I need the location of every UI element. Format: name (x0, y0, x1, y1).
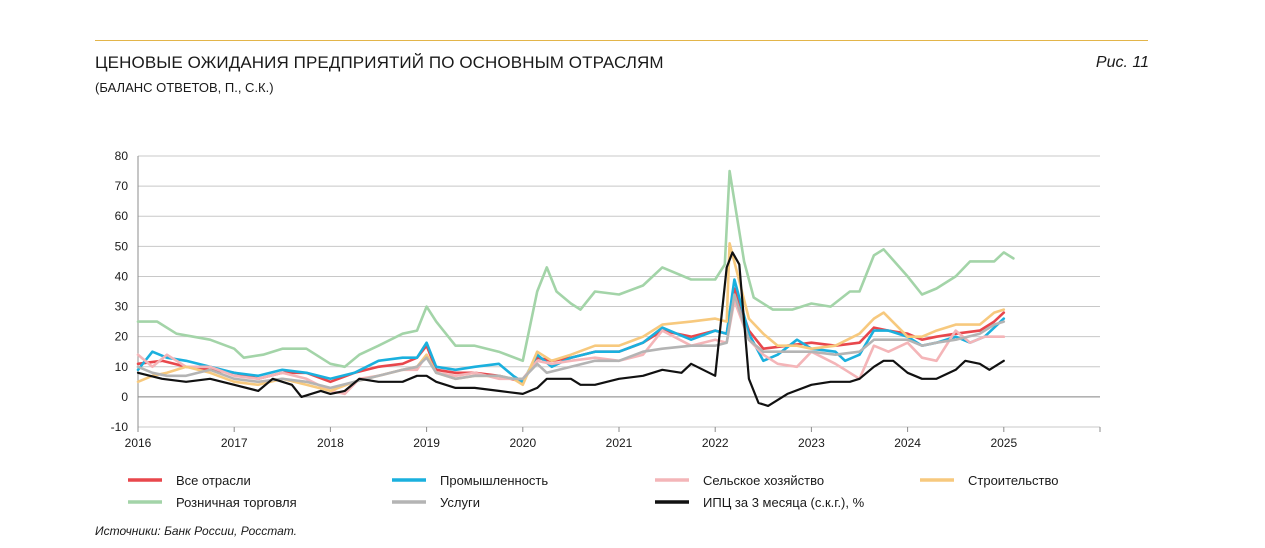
legend-label: Промышленность (440, 473, 548, 488)
chart-grid (137, 155, 1101, 432)
x-tick-label: 2019 (413, 436, 440, 450)
axis-labels: -10 0 10 20 30 40 50 60 70 80 2016 2017 2018 2019 2020… (111, 149, 1018, 450)
series-line-6 (136, 293, 1006, 390)
series-line-5 (136, 169, 1015, 369)
chart-title: ЦЕНОВЫЕ ОЖИДАНИЯ ПРЕДПРИЯТИЙ ПО ОСНОВНЫМ… (95, 53, 664, 72)
x-tick-label: 2025 (990, 436, 1017, 450)
series-line-7 (136, 251, 1005, 407)
y-tick-label: 60 (115, 209, 129, 223)
series-line-4 (136, 242, 1006, 393)
y-tick-label: 50 (115, 239, 129, 253)
y-tick-label: 0 (121, 390, 128, 404)
chart-subtitle: (БАЛАНС ОТВЕТОВ, П., С.К.) (95, 80, 274, 95)
series-line-3 (136, 299, 1006, 396)
x-tick-label: 2018 (317, 436, 344, 450)
x-tick-label: 2023 (798, 436, 825, 450)
top-rule (95, 40, 1148, 41)
source-note: Источники: Банк России, Росстат. (95, 524, 297, 538)
legend-label: Сельское хозяйство (703, 473, 824, 488)
y-tick-label: 80 (115, 149, 129, 163)
legend-label: Розничная торговля (176, 495, 297, 510)
x-tick-label: 2016 (125, 436, 152, 450)
series-line-2 (136, 278, 1006, 384)
series-lines (136, 169, 1015, 407)
legend-label: Все отрасли (176, 473, 251, 488)
y-tick-label: 20 (115, 330, 129, 344)
figure-label: Рис. 11 (1095, 54, 1149, 71)
x-tick-label: 2024 (894, 436, 921, 450)
x-tick-label: 2017 (221, 436, 248, 450)
legend-label: ИПЦ за 3 месяца (с.к.г.), % (703, 495, 865, 510)
y-tick-label: 70 (115, 179, 129, 193)
y-tick-label: -10 (111, 420, 129, 434)
legend-label: Услуги (440, 495, 480, 510)
x-tick-label: 2020 (509, 436, 536, 450)
x-tick-label: 2021 (606, 436, 633, 450)
y-tick-label: 40 (115, 269, 129, 283)
chart-legend: Все отрасли Промышленность Сельское хозяйс… (128, 473, 1058, 510)
x-tick-label: 2022 (702, 436, 729, 450)
legend-label: Строительство (968, 473, 1058, 488)
y-tick-label: 10 (115, 360, 129, 374)
y-tick-label: 30 (115, 300, 129, 314)
